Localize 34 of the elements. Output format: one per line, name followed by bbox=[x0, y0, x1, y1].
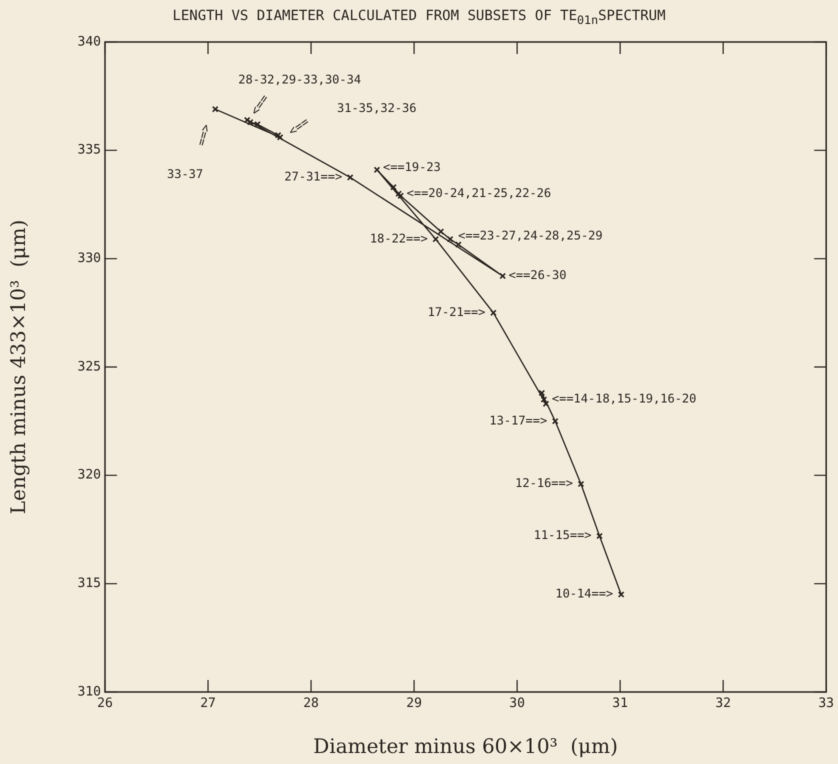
annotation: 28-32,29-33,30-34 bbox=[238, 72, 362, 86]
y-tick-label: 320 bbox=[78, 468, 101, 483]
x-tick-label: 33 bbox=[818, 696, 834, 712]
x-tick-label: 30 bbox=[509, 696, 525, 712]
annotation: <== bbox=[248, 92, 272, 118]
annotation: 17-21==> bbox=[428, 304, 486, 319]
annotation: <==14-18,15-19,16-20 bbox=[552, 392, 696, 406]
annotation: <==23-27,24-28,25-29 bbox=[458, 228, 603, 242]
annotation: 11-15==> bbox=[534, 528, 592, 542]
x-tick-label: 28 bbox=[303, 696, 319, 712]
annotation: 33-37 bbox=[167, 167, 204, 182]
y-axis-title: Length minus 433×10³ (μm) bbox=[6, 220, 30, 514]
x-tick-label: 31 bbox=[612, 696, 628, 712]
annotation: 12-16==> bbox=[515, 476, 573, 490]
x-tick-label: 32 bbox=[715, 696, 731, 712]
y-tick-label: 315 bbox=[78, 576, 101, 592]
y-tick-label: 330 bbox=[78, 251, 101, 266]
chart-title: LENGTH VS DIAMETER CALCULATED FROM SUBSETS OF TE$_{01n}$SPECTRUM bbox=[171, 8, 667, 27]
annotation: ==> bbox=[194, 122, 213, 148]
annotation: 31-35,32-36 bbox=[337, 101, 416, 116]
x-tick-label: 27 bbox=[200, 696, 216, 712]
annotation: 13-17==> bbox=[489, 413, 548, 428]
annotation: 10-14==> bbox=[555, 586, 614, 601]
x-axis-title: Diameter minus 60×10³ (μm) bbox=[313, 734, 618, 758]
y-tick-label: 325 bbox=[78, 359, 101, 374]
annotation: <== bbox=[286, 114, 312, 138]
annotation: <==26-30 bbox=[508, 268, 566, 282]
annotation: <==20-24,21-25,22-26 bbox=[406, 186, 552, 200]
annotation: 27-31==> bbox=[284, 170, 342, 184]
x-tick-label: 29 bbox=[406, 696, 422, 712]
annotation: <==19-23 bbox=[382, 160, 441, 174]
annotation: 18-22==> bbox=[370, 231, 428, 246]
y-tick-label: 335 bbox=[78, 142, 101, 158]
y-tick-label: 340 bbox=[78, 34, 101, 50]
